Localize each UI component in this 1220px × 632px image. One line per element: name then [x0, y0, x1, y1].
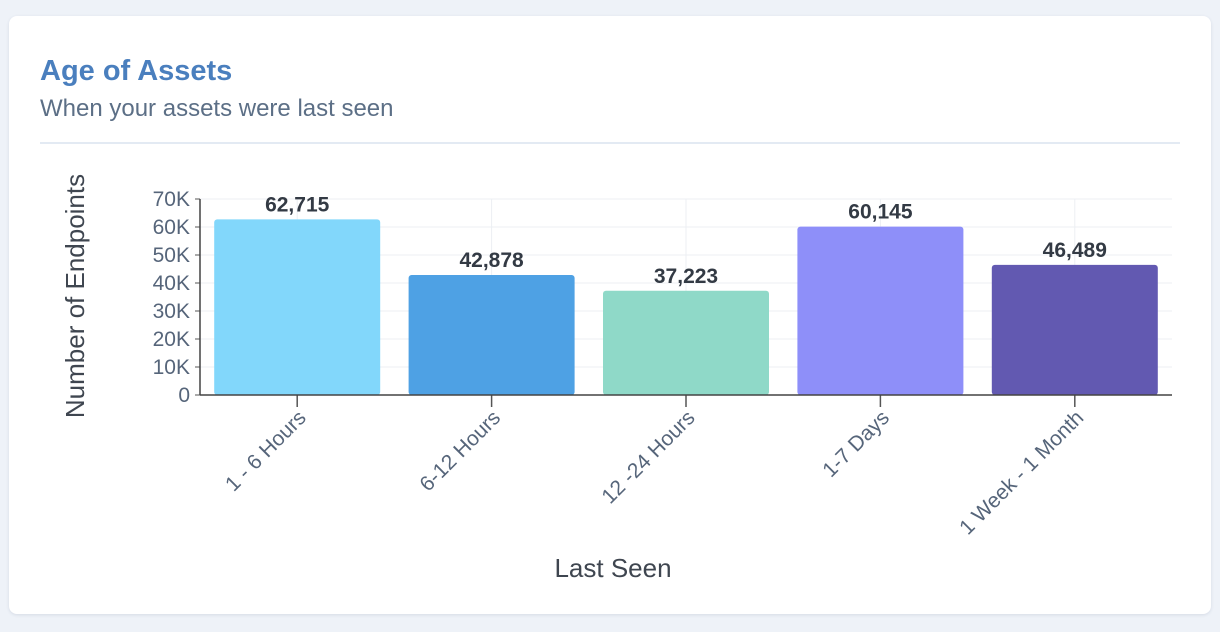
- bars: [214, 219, 1158, 395]
- x-tick-label: 12 -24 Hours: [597, 406, 699, 508]
- bar: [797, 226, 964, 395]
- bar: [603, 290, 769, 395]
- data-label: 60,145: [848, 201, 913, 224]
- x-tick-label: 1 - 6 Hours: [221, 406, 311, 496]
- x-tick-label: 6-12 Hours: [415, 406, 505, 496]
- bar-chart: 0 10K 20K 30K 40K 50K 60K 70K 62,715 1 - 6 Hours 4…: [60, 174, 1172, 583]
- bar: [214, 219, 381, 395]
- y-tick-label: 50K: [153, 244, 190, 267]
- x-tick-label: 1 Week - 1 Month: [955, 406, 1088, 539]
- axes: [195, 198, 1172, 407]
- header-divider: [40, 142, 1180, 144]
- y-tick-label: 70K: [153, 188, 190, 211]
- y-tick-label: 30K: [153, 300, 190, 323]
- bar: [408, 274, 575, 395]
- y-tick-label: 10K: [153, 356, 190, 379]
- card-title: Age of Assets: [40, 55, 233, 87]
- y-tick-label: 60K: [153, 216, 190, 239]
- data-label: 46,489: [1043, 239, 1107, 262]
- card-subtitle: When your assets were last seen: [40, 95, 394, 122]
- data-label: 37,223: [654, 265, 718, 288]
- y-axis-title: Number of Endpoints: [60, 174, 90, 418]
- chart-card: Age of Assets When your assets were last…: [9, 16, 1211, 614]
- y-tick-label: 40K: [153, 272, 190, 295]
- x-axis-title: Last Seen: [554, 553, 671, 583]
- data-label: 42,878: [459, 249, 524, 272]
- bar: [991, 264, 1158, 395]
- data-label: 62,715: [265, 193, 330, 216]
- y-tick-label: 20K: [153, 328, 190, 351]
- y-tick-label: 0: [178, 384, 190, 407]
- x-tick-label: 1-7 Days: [818, 406, 894, 482]
